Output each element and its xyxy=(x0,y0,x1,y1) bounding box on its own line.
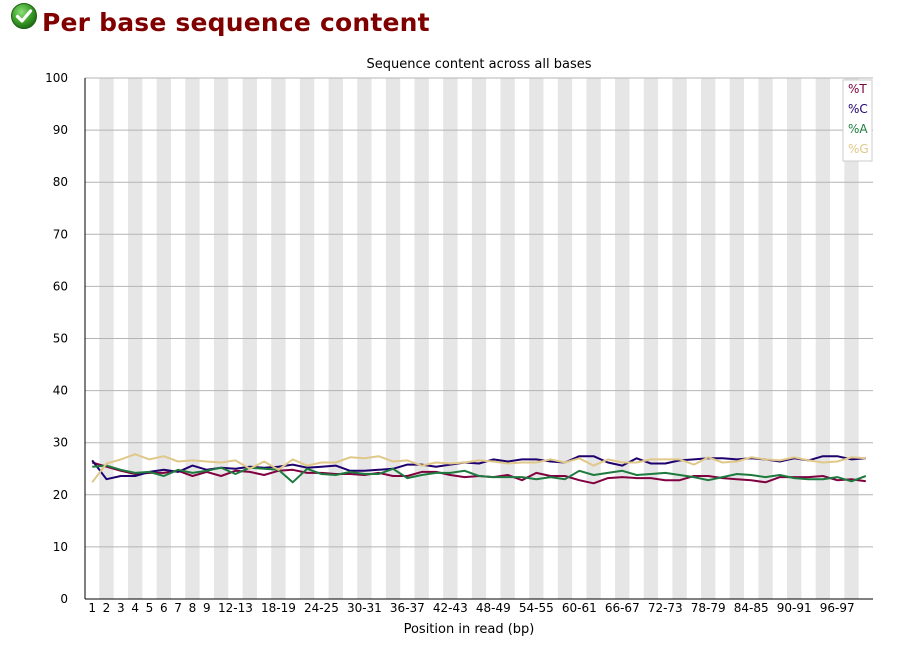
y-tick-label: 90 xyxy=(53,123,68,137)
x-tick-label: 5 xyxy=(146,601,154,615)
horizontal-gridlines xyxy=(85,77,873,548)
axes xyxy=(84,78,873,600)
y-tick-label: 80 xyxy=(53,175,68,189)
x-tick-labels: 1 2 3 4 5 6 7 8 9 12-13 18-19 24-25 30-31 36-37 42-43 4… xyxy=(88,601,854,615)
x-tick-label: 3 xyxy=(117,601,125,615)
y-tick-label: 70 xyxy=(53,227,68,241)
x-tick-label: 42-43 xyxy=(433,601,468,615)
page-title: Per base sequence content xyxy=(42,7,430,37)
y-tick-label: 30 xyxy=(53,436,68,450)
x-tick-label: 7 xyxy=(174,601,182,615)
y-tick-label: 50 xyxy=(53,332,68,346)
page-header: Per base sequence content xyxy=(10,2,430,42)
x-tick-label: 9 xyxy=(203,601,211,615)
x-axis-label: Position in read (bp) xyxy=(404,622,535,637)
x-tick-label: 54-55 xyxy=(519,601,554,615)
x-tick-label: 6 xyxy=(160,601,168,615)
legend-entry: %A xyxy=(848,122,868,136)
chart-legend: %T %C %A %G xyxy=(842,79,873,162)
x-tick-label: 1 xyxy=(88,601,96,615)
x-tick-label: 60-61 xyxy=(562,601,597,615)
series-lines xyxy=(91,453,867,485)
x-tick-label: 48-49 xyxy=(476,601,511,615)
x-tick-label: 24-25 xyxy=(304,601,339,615)
x-tick-label: 78-79 xyxy=(691,601,726,615)
chart-title: Sequence content across all bases xyxy=(366,57,591,72)
x-tick-label: 72-73 xyxy=(648,601,683,615)
series-line xyxy=(91,453,866,483)
legend-entry: %T xyxy=(848,82,867,96)
x-tick-label: 12-13 xyxy=(218,601,253,615)
legend-entry: %C xyxy=(848,102,868,116)
x-tick-label: 2 xyxy=(103,601,111,615)
legend-entry: %G xyxy=(848,142,869,156)
y-tick-label: 60 xyxy=(53,279,68,293)
x-tick-label: 84-85 xyxy=(734,601,769,615)
y-tick-label: 100 xyxy=(45,71,68,85)
x-tick-label: 66-67 xyxy=(605,601,640,615)
x-tick-label: 96-97 xyxy=(820,601,855,615)
check-circle-icon xyxy=(11,3,37,29)
x-tick-label: 8 xyxy=(189,601,197,615)
y-tick-label: 10 xyxy=(53,540,68,554)
legend-box xyxy=(842,79,873,162)
y-tick-label: 20 xyxy=(53,488,68,502)
x-tick-label: 4 xyxy=(131,601,139,615)
y-tick-label: 0 xyxy=(60,592,68,606)
x-tick-label: 90-91 xyxy=(777,601,812,615)
y-tick-label: 40 xyxy=(53,384,68,398)
x-tick-label: 36-37 xyxy=(390,601,425,615)
series-line xyxy=(92,464,867,484)
x-tick-label: 30-31 xyxy=(347,601,382,615)
y-tick-labels: 0 10 20 30 40 50 60 70 80 90 100 xyxy=(45,71,68,606)
x-tick-label: 18-19 xyxy=(261,601,296,615)
